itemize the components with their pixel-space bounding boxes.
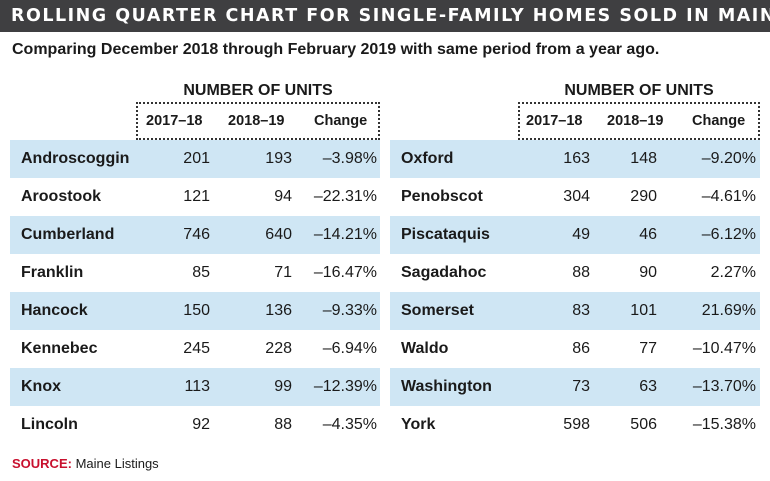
- source-text: Maine Listings: [75, 456, 159, 471]
- value-change: –6.94%: [322, 340, 377, 357]
- county-name: Somerset: [401, 302, 474, 319]
- column-header-box-left: [136, 102, 380, 140]
- table-row: Franklin 85 71 –16.47%: [10, 254, 380, 292]
- table-row: Androscoggin 201 193 –3.98%: [10, 140, 380, 178]
- table-row: Waldo 86 77 –10.47%: [390, 330, 760, 368]
- value-change: 2.27%: [710, 264, 756, 281]
- value-change: –6.12%: [701, 226, 756, 243]
- value-2018-19: 94: [274, 188, 292, 205]
- group-header-right: NUMBER OF UNITS: [564, 82, 714, 99]
- county-name: Androscoggin: [21, 150, 130, 167]
- value-2018-19: 99: [274, 378, 292, 395]
- county-name: Aroostook: [21, 188, 101, 205]
- value-2018-19: 88: [274, 416, 292, 433]
- value-2017-18: 88: [572, 264, 590, 281]
- value-2017-18: 113: [184, 378, 210, 395]
- value-change: –12.39%: [313, 378, 377, 395]
- county-name: Lincoln: [21, 416, 78, 433]
- value-2018-19: 71: [274, 264, 292, 281]
- value-2017-18: 150: [183, 302, 210, 319]
- county-name: Cumberland: [21, 226, 115, 243]
- value-2018-19: 77: [639, 340, 657, 357]
- table-row: Somerset 83 101 21.69%: [390, 292, 760, 330]
- county-name: Piscataquis: [401, 226, 490, 243]
- value-2017-18: 83: [572, 302, 590, 319]
- source-note: SOURCE: Maine Listings: [12, 455, 159, 473]
- value-2017-18: 598: [563, 416, 590, 433]
- table-row: Lincoln 92 88 –4.35%: [10, 406, 380, 444]
- county-name: Knox: [21, 378, 61, 395]
- value-change: –3.98%: [322, 150, 377, 167]
- table-rows-right: Oxford 163 148 –9.20% Penobscot 304 290 –4.61% P…: [390, 140, 760, 444]
- table-row: Penobscot 304 290 –4.61%: [390, 178, 760, 216]
- county-name: York: [401, 416, 436, 433]
- column-header-box-right: [518, 102, 760, 140]
- table-row: Washington 73 63 –13.70%: [390, 368, 760, 406]
- table-row: York 598 506 –15.38%: [390, 406, 760, 444]
- value-2017-18: 49: [572, 226, 590, 243]
- col-header-2017-18-left: 2017–18: [146, 113, 203, 129]
- county-name: Kennebec: [21, 340, 98, 357]
- value-2018-19: 148: [630, 150, 657, 167]
- source-label: SOURCE:: [12, 456, 72, 471]
- value-2018-19: 193: [265, 150, 292, 167]
- value-2017-18: 304: [563, 188, 590, 205]
- value-2017-18: 73: [572, 378, 590, 395]
- value-2017-18: 245: [183, 340, 210, 357]
- value-change: –9.33%: [322, 302, 377, 319]
- value-change: –22.31%: [313, 188, 377, 205]
- value-change: –15.38%: [692, 416, 756, 433]
- value-2017-18: 746: [183, 226, 210, 243]
- value-change: –16.47%: [313, 264, 377, 281]
- table-row: Kennebec 245 228 –6.94%: [10, 330, 380, 368]
- table-row: Sagadahoc 88 90 2.27%: [390, 254, 760, 292]
- value-2018-19: 640: [265, 226, 292, 243]
- value-2017-18: 121: [183, 188, 210, 205]
- county-name: Hancock: [21, 302, 88, 319]
- county-name: Penobscot: [401, 188, 483, 205]
- value-2017-18: 85: [192, 264, 210, 281]
- value-2018-19: 46: [639, 226, 657, 243]
- value-2018-19: 136: [265, 302, 292, 319]
- table-row: Piscataquis 49 46 –6.12%: [390, 216, 760, 254]
- col-header-change-left: Change: [314, 113, 368, 129]
- table-row: Aroostook 121 94 –22.31%: [10, 178, 380, 216]
- value-2018-19: 506: [630, 416, 657, 433]
- county-name: Washington: [401, 378, 492, 395]
- chart-title: ROLLING QUARTER CHART FOR SINGLE-FAMILY …: [0, 0, 770, 32]
- value-change: –4.35%: [322, 416, 377, 433]
- col-header-2017-18-right: 2017–18: [526, 113, 583, 129]
- value-change: –4.61%: [701, 188, 756, 205]
- table-row: Oxford 163 148 –9.20%: [390, 140, 760, 178]
- value-change: –14.21%: [313, 226, 377, 243]
- value-change: –10.47%: [692, 340, 756, 357]
- group-header-left: NUMBER OF UNITS: [183, 82, 333, 99]
- value-2017-18: 92: [192, 416, 210, 433]
- col-header-2018-19-left: 2018–19: [228, 113, 285, 129]
- value-2018-19: 101: [630, 302, 657, 319]
- county-name: Franklin: [21, 264, 84, 281]
- county-name: Oxford: [401, 150, 454, 167]
- table-row: Knox 113 99 –12.39%: [10, 368, 380, 406]
- value-change: 21.69%: [701, 302, 756, 319]
- table-rows-left: Androscoggin 201 193 –3.98% Aroostook 121 94 –2…: [10, 140, 380, 444]
- table-row: Cumberland 746 640 –14.21%: [10, 216, 380, 254]
- value-2017-18: 86: [572, 340, 590, 357]
- value-2018-19: 63: [639, 378, 657, 395]
- col-header-2018-19-right: 2018–19: [607, 113, 664, 129]
- county-name: Waldo: [401, 340, 449, 357]
- value-2018-19: 90: [639, 264, 657, 281]
- table-row: Hancock 150 136 –9.33%: [10, 292, 380, 330]
- col-header-change-right: Change: [692, 113, 746, 129]
- chart-subtitle: Comparing December 2018 through February…: [12, 41, 660, 58]
- value-2017-18: 163: [563, 150, 590, 167]
- county-name: Sagadahoc: [401, 264, 487, 281]
- value-2017-18: 201: [183, 150, 210, 167]
- value-2018-19: 290: [630, 188, 657, 205]
- value-change: –13.70%: [692, 378, 756, 395]
- value-change: –9.20%: [701, 150, 756, 167]
- value-2018-19: 228: [265, 340, 292, 357]
